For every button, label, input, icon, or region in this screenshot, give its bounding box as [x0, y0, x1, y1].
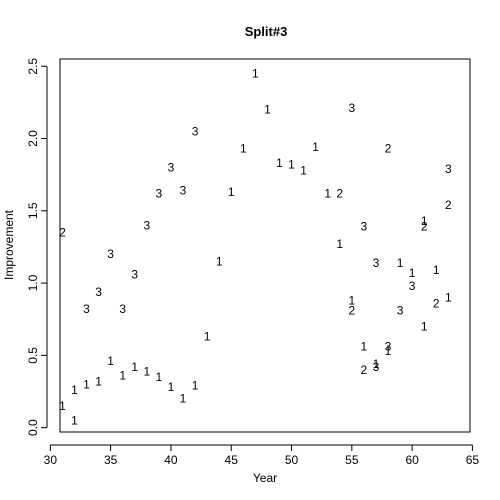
data-point: 1: [216, 254, 223, 268]
x-axis-label: Year: [253, 471, 277, 485]
data-point: 2: [348, 304, 355, 318]
y-axis: 0.0 0.5 1.0 1.5 2.0 2.5: [26, 58, 48, 436]
x-tick-label: 30: [44, 453, 58, 467]
data-point: 1: [83, 377, 90, 391]
data-point: 3: [445, 162, 452, 176]
data-point: 1: [409, 266, 416, 280]
data-point: 1: [204, 330, 211, 344]
data-point: 2: [361, 363, 368, 377]
data-point: 1: [59, 399, 66, 413]
data-point: 2: [385, 142, 392, 156]
data-point: 3: [83, 302, 90, 316]
data-point: 1: [131, 360, 138, 374]
x-axis: 30 35 40 45 50 55 60 65: [44, 444, 480, 467]
data-point: 1: [385, 344, 392, 358]
data-point: 2: [336, 186, 343, 200]
data-point: 3: [361, 220, 368, 234]
x-tick-label: 55: [345, 453, 359, 467]
y-tick-label: 1.5: [26, 202, 40, 219]
data-point: 1: [180, 392, 187, 406]
data-point: 3: [373, 256, 380, 270]
data-point: 1: [445, 291, 452, 305]
data-point: 1: [312, 140, 319, 154]
data-point: 3: [385, 340, 392, 354]
data-point: 1: [288, 158, 295, 172]
data-point: 3: [107, 247, 114, 261]
data-point: 1: [397, 256, 404, 270]
data-point: 1: [324, 186, 331, 200]
data-point: 1: [71, 383, 78, 397]
data-point: 1: [95, 374, 102, 388]
data-point: 1: [336, 237, 343, 251]
data-point: 1: [143, 364, 150, 378]
data-point: 1: [264, 103, 271, 117]
x-tick-label: 45: [225, 453, 239, 467]
y-tick-label: 2.5: [26, 58, 40, 75]
data-point: 3: [156, 186, 163, 200]
data-point: 3: [397, 304, 404, 318]
x-tick-label: 65: [466, 453, 480, 467]
y-tick-label: 2.0: [26, 130, 40, 147]
data-point: 3: [409, 279, 416, 293]
data-point: 1: [421, 214, 428, 228]
y-axis-label: Improvement: [2, 209, 16, 280]
data-point: 2: [445, 198, 452, 212]
data-point: 1: [300, 163, 307, 177]
x-tick-label: 40: [164, 453, 178, 467]
y-tick-label: 0.5: [26, 347, 40, 364]
data-point: 1: [168, 380, 175, 394]
data-point: 1: [228, 185, 235, 199]
data-point: 1: [71, 413, 78, 427]
data-point: 1: [373, 357, 380, 371]
data-point: 1: [240, 142, 247, 156]
data-point: 3: [119, 302, 126, 316]
data-point: 1: [348, 293, 355, 307]
data-point: 3: [348, 101, 355, 115]
data-point: 2: [433, 296, 440, 310]
data-point: 1: [361, 340, 368, 354]
data-point: 3: [168, 160, 175, 174]
data-point: 1: [252, 66, 259, 80]
x-tick-label: 35: [104, 453, 118, 467]
data-point: 3: [131, 267, 138, 281]
y-tick-label: 0.0: [26, 419, 40, 436]
data-point: 2: [421, 220, 428, 234]
data-point: 3: [95, 285, 102, 299]
x-tick-label: 60: [405, 453, 419, 467]
data-point: 3: [143, 218, 150, 232]
data-point: 3: [192, 124, 199, 138]
data-point: 1: [433, 263, 440, 277]
plot-frame: [59, 58, 471, 433]
data-point: 1: [276, 156, 283, 170]
data-point: 1: [107, 354, 114, 368]
data-point: 1: [192, 379, 199, 393]
data-point: 1: [421, 319, 428, 333]
x-tick-label: 50: [285, 453, 299, 467]
data-point: 1: [119, 369, 126, 383]
y-tick-label: 1.0: [26, 274, 40, 291]
data-point: 3: [180, 184, 187, 198]
data-point: 1: [156, 370, 163, 384]
data-point: 2: [59, 225, 66, 239]
data-point: 3: [373, 360, 380, 374]
chart-title: Split#3: [245, 24, 288, 39]
